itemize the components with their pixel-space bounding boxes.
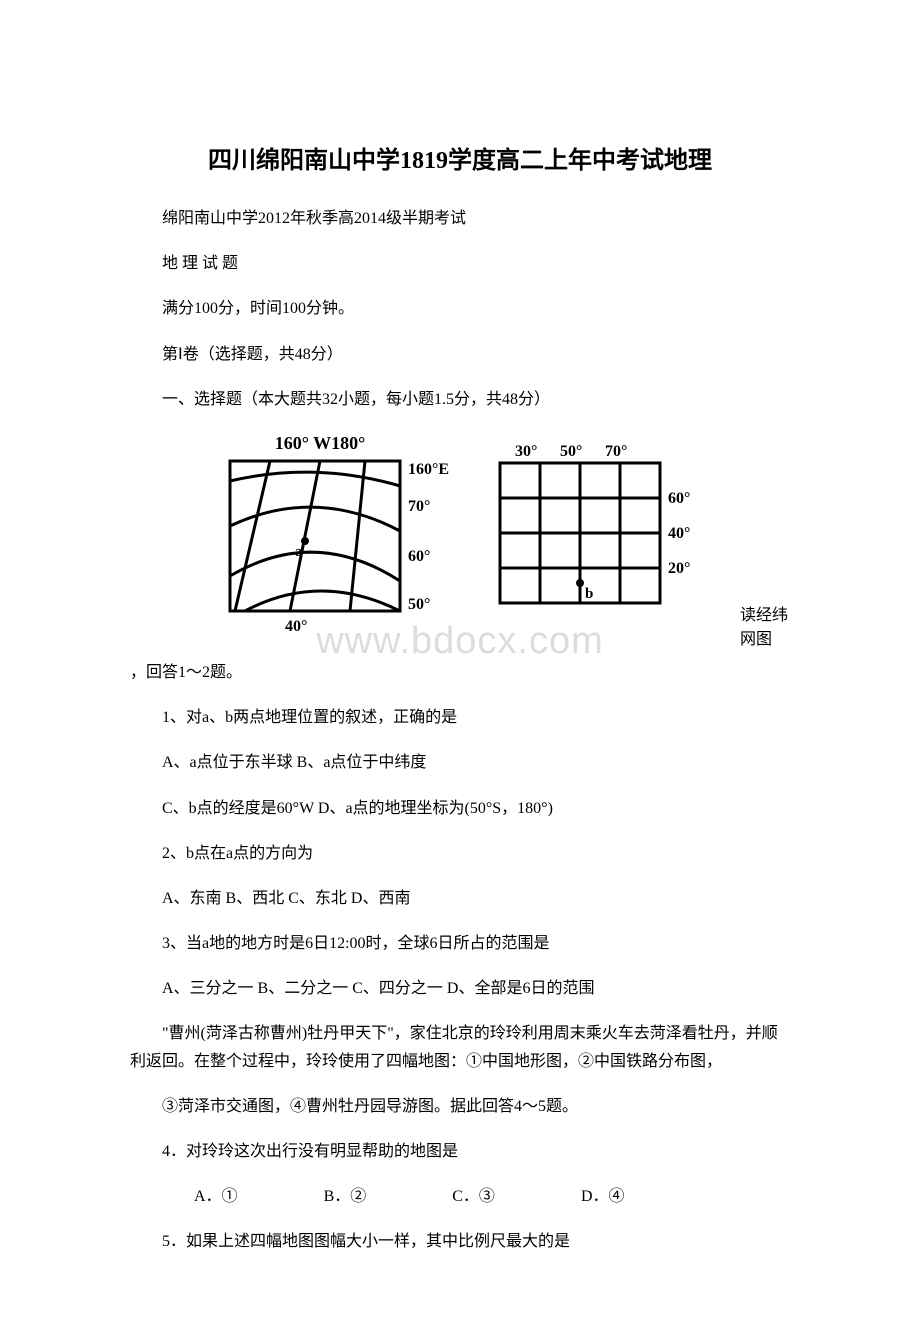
- q4-opt-b: B．②: [292, 1183, 367, 1210]
- right-map: 30° 50° 70° b 60°: [500, 443, 690, 603]
- right-t-label-1: 50°: [560, 443, 582, 460]
- right-t-label-2: 70°: [605, 443, 627, 460]
- question-5: 5．如果上述四幅地图图幅大小一样，其中比例尺最大的是: [130, 1228, 790, 1255]
- passage-1-cont: ③菏泽市交通图，④曹州牡丹园导游图。据此回答4～5题。: [130, 1093, 790, 1120]
- page-title: 四川绵阳南山中学1819学度高二上年中考试地理: [130, 140, 790, 175]
- after-figure-text: ，回答1～2题。: [130, 659, 790, 686]
- lon-line-1: [235, 461, 270, 611]
- question-4-opts: A．① B．② C．③ D．④: [130, 1183, 790, 1210]
- left-map: 160° W180° a 160°E: [230, 433, 449, 635]
- lon-line-2: [290, 461, 320, 611]
- figure-row: 160° W180° a 160°E: [130, 431, 790, 649]
- coordinate-maps-svg: 160° W180° a 160°E: [170, 431, 730, 641]
- question-1-ab: A、a点位于东半球 B、a点位于中纬度: [130, 749, 790, 776]
- q4-opt-c: C．③: [420, 1183, 495, 1210]
- left-r-label-1: 70°: [408, 498, 430, 515]
- lon-line-3: [350, 461, 365, 611]
- lat-line-4: [245, 591, 400, 611]
- instruction-line: 一、选择题（本大题共32小题，每小题1.5分，共48分）: [130, 386, 790, 413]
- subtitle: 绵阳南山中学2012年秋季高2014级半期考试: [130, 205, 790, 232]
- figure-container: 160° W180° a 160°E: [170, 431, 730, 646]
- right-r-label-0: 60°: [668, 490, 690, 507]
- question-2: 2、b点在a点的方向为: [130, 840, 790, 867]
- subject-line: 地 理 试 题: [130, 250, 790, 277]
- point-b-marker: [576, 579, 584, 587]
- point-b-label: b: [585, 586, 593, 602]
- question-1-cd: C、b点的经度是60°W D、a点的地理坐标为(50°S，180°): [130, 795, 790, 822]
- left-top-label: 160° W180°: [275, 433, 366, 453]
- figure-trailing-text: 读经纬网图: [740, 601, 790, 649]
- section-heading: 第Ⅰ卷（选择题，共48分）: [130, 341, 790, 368]
- lat-line-3: [230, 552, 400, 581]
- scoring-line: 满分100分，时间100分钟。: [130, 295, 790, 322]
- q4-opt-d: D．④: [549, 1183, 625, 1210]
- question-4: 4．对玲玲这次出行没有明显帮助的地图是: [130, 1138, 790, 1165]
- q4-opt-a: A．①: [162, 1183, 238, 1210]
- right-r-label-1: 40°: [668, 525, 690, 542]
- question-3: 3、当a地的地方时是6日12:00时，全球6日所占的范围是: [130, 930, 790, 957]
- left-r-label-3: 50°: [408, 596, 430, 613]
- left-bottom-label: 40°: [285, 618, 307, 635]
- left-r-label-2: 60°: [408, 548, 430, 565]
- point-a-label: a: [295, 544, 303, 560]
- question-3-opts: A、三分之一 B、二分之一 C、四分之一 D、全部是6日的范围: [130, 975, 790, 1002]
- right-r-label-2: 20°: [668, 560, 690, 577]
- question-2-opts: A、东南 B、西北 C、东北 D、西南: [130, 885, 790, 912]
- left-r-label-0: 160°E: [408, 461, 449, 478]
- question-1: 1、对a、b两点地理位置的叙述，正确的是: [130, 704, 790, 731]
- passage-1: "曹州(菏泽古称曹州)牡丹甲天下"，家住北京的玲玲利用周末乘火车去菏泽看牡丹，并…: [130, 1020, 790, 1074]
- right-t-label-0: 30°: [515, 443, 537, 460]
